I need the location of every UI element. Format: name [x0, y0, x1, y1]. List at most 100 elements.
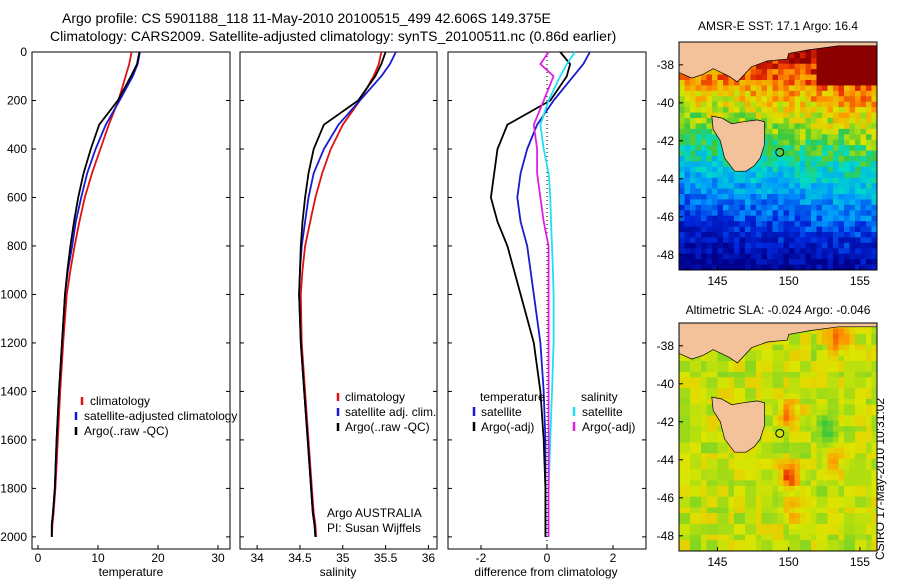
sla-grid-cell: [855, 475, 862, 482]
sst-grid-cell: [816, 221, 823, 228]
sst-grid-cell: [701, 259, 708, 266]
sla-grid-cell: [844, 333, 851, 340]
sla-grid-cell: [783, 339, 790, 346]
sla-grid-cell: [778, 518, 785, 525]
sst-grid-cell: [833, 150, 840, 157]
sla-grid-cell: [855, 458, 862, 465]
sst-grid-cell: [783, 74, 790, 81]
sla-grid-cell: [789, 540, 796, 547]
sst-grid-cell: [805, 80, 812, 87]
sst-grid-cell: [822, 188, 829, 195]
sla-grid-cell: [717, 534, 724, 541]
sla-grid-cell: [816, 545, 823, 551]
sla-grid-cell: [805, 382, 812, 389]
sst-grid-cell: [783, 232, 790, 239]
sst-grid-cell: [690, 188, 697, 195]
sst-grid-cell: [838, 145, 845, 152]
sla-grid-cell: [695, 426, 702, 433]
sla-grid-cell: [800, 366, 807, 373]
sst-grid-cell: [811, 101, 818, 108]
sla-grid-cell: [866, 328, 873, 335]
sst-grid-cell: [866, 264, 873, 270]
sla-grid-cell: [717, 458, 724, 465]
sst-grid-cell: [789, 156, 796, 163]
sla-grid-cell: [816, 442, 823, 449]
sla-grid-cell: [871, 339, 877, 346]
sst-grid-cell: [844, 204, 851, 211]
sla-grid-cell: [800, 377, 807, 384]
sla-grid-cell: [761, 529, 768, 536]
sla-grid-cell: [750, 523, 757, 530]
sla-grid-cell: [783, 458, 790, 465]
sla-grid-cell: [723, 447, 730, 454]
sst-grid-cell: [811, 47, 818, 54]
sst-grid-cell: [695, 150, 702, 157]
sst-grid-cell: [838, 58, 845, 65]
sst-grid-cell: [745, 112, 752, 119]
sst-grid-cell: [706, 264, 713, 270]
sst-grid-cell: [849, 128, 856, 135]
sst-grid-cell: [827, 264, 834, 270]
sla-grid-cell: [833, 355, 840, 362]
sla-grid-cell: [800, 529, 807, 536]
sst-grid-cell: [866, 194, 873, 201]
sst-grid-cell: [805, 156, 812, 163]
sst-grid-cell: [866, 63, 873, 70]
sst-grid-cell: [794, 232, 801, 239]
sla-grid-cell: [789, 393, 796, 400]
sst-grid-cell: [706, 183, 713, 190]
sla-grid-cell: [789, 529, 796, 536]
sla-grid-cell: [838, 453, 845, 460]
sst-grid-cell: [871, 199, 877, 206]
sla-grid-cell: [855, 437, 862, 444]
sla-grid-cell: [734, 507, 741, 514]
sst-grid-cell: [844, 58, 851, 65]
sla-grid-cell: [844, 415, 851, 422]
sst-grid-cell: [767, 161, 774, 168]
sst-grid-cell: [723, 74, 730, 81]
sla-grid-cell: [860, 409, 867, 416]
sla-grid-cell: [816, 339, 823, 346]
sla-grid-cell: [794, 491, 801, 498]
sla-grid-cell: [723, 366, 730, 373]
sla-grid-cell: [844, 518, 851, 525]
sst-grid-cell: [778, 69, 785, 76]
sla-grid-cell: [750, 513, 757, 520]
sla-grid-cell: [679, 513, 686, 520]
sst-grid-cell: [772, 80, 779, 87]
sst-grid-cell: [756, 194, 763, 201]
sst-grid-cell: [706, 232, 713, 239]
sla-grid-cell: [728, 469, 735, 476]
sst-grid-cell: [838, 80, 845, 87]
sla-grid-cell: [789, 366, 796, 373]
mainland-shape: [679, 42, 877, 83]
sla-grid-cell: [811, 442, 818, 449]
sst-grid-cell: [833, 177, 840, 184]
sla-grid-cell: [684, 399, 691, 406]
sla-grid-cell: [679, 355, 686, 362]
sst-grid-cell: [734, 226, 741, 233]
sla-grid-cell: [849, 540, 856, 547]
sst-grid-cell: [783, 166, 790, 173]
sla-grid-cell: [789, 361, 796, 368]
sla-grid-cell: [838, 420, 845, 427]
sst-grid-cell: [816, 253, 823, 260]
sla-grid-cell: [838, 404, 845, 411]
sst-grid-cell: [860, 226, 867, 233]
sst-grid-cell: [871, 118, 877, 125]
sla-grid-cell: [712, 355, 719, 362]
sst-grid-cell: [871, 96, 877, 103]
sst-grid-cell: [827, 47, 834, 54]
sst-grid-cell: [695, 242, 702, 249]
sla-grid-cell: [844, 502, 851, 509]
sst-grid-cell: [723, 221, 730, 228]
sla-grid-cell: [805, 431, 812, 438]
sla-grid-cell: [778, 442, 785, 449]
sla-grid-cell: [833, 453, 840, 460]
sst-grid-cell: [833, 161, 840, 168]
sst-grid-cell: [684, 107, 691, 114]
temperature-legend: climatology satellite-adjusted climatolo…: [74, 394, 237, 438]
sst-grid-cell: [706, 161, 713, 168]
sla-grid-cell: [706, 485, 713, 492]
sst-grid-cell: [772, 264, 779, 270]
